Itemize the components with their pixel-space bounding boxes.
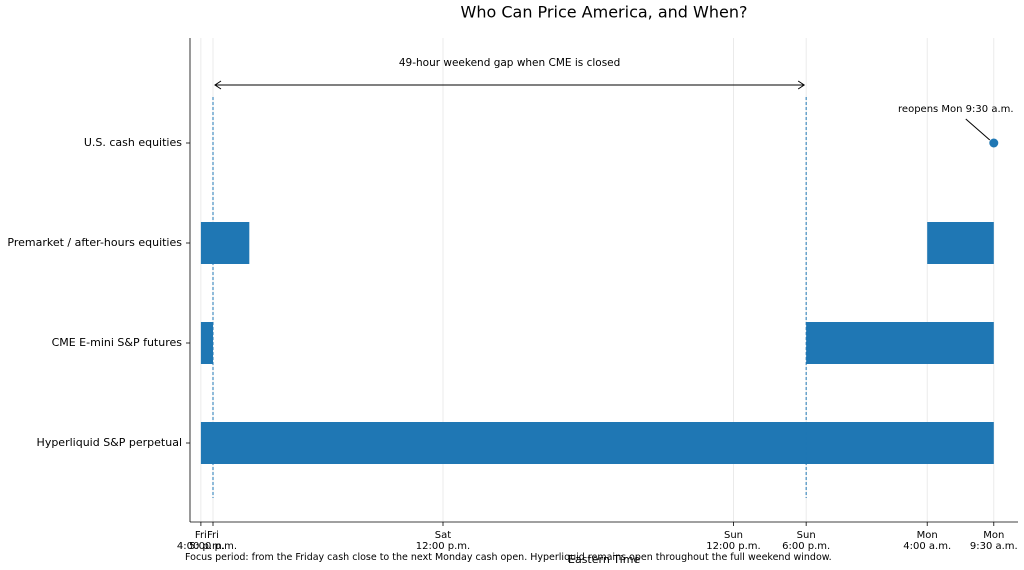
arrow-head bbox=[214, 80, 222, 90]
bar bbox=[200, 222, 250, 264]
point-annotation: reopens Mon 9:30 a.m. bbox=[898, 104, 1014, 115]
y-tick-label: Premarket / after-hours equities bbox=[7, 236, 182, 249]
x-tick-label: Sun 12:00 p.m. bbox=[706, 530, 761, 552]
x-tick-label: Mon 4:00 a.m. bbox=[903, 530, 952, 552]
chart-title: Who Can Price America, and When? bbox=[461, 3, 748, 22]
point bbox=[989, 138, 999, 148]
bar bbox=[200, 422, 994, 464]
y-tick-label: Hyperliquid S&P perpetual bbox=[37, 436, 182, 449]
annotation-arrow bbox=[965, 118, 991, 141]
x-tick-label: Fri 5:00 p.m. bbox=[188, 530, 238, 552]
y-tick-label: CME E-mini S&P futures bbox=[52, 336, 183, 349]
bar bbox=[806, 322, 994, 364]
footnote: Focus period: from the Friday cash close… bbox=[185, 552, 832, 563]
bar bbox=[927, 222, 994, 264]
x-axis-label: Eastern Time bbox=[568, 553, 641, 566]
bar bbox=[200, 322, 213, 364]
x-tick-label: Sun 6:00 p.m. bbox=[782, 530, 831, 552]
y-tick-label: U.S. cash equities bbox=[84, 136, 182, 149]
x-tick-label: Mon 9:30 a.m. bbox=[969, 530, 1018, 552]
x-tick-label: Fri 4:00 p.m. bbox=[176, 530, 225, 552]
gap-label: 49-hour weekend gap when CME is closed bbox=[399, 57, 620, 69]
arrow-head bbox=[797, 80, 806, 90]
x-tick-label: Sat 12:00 p.m. bbox=[415, 530, 471, 552]
